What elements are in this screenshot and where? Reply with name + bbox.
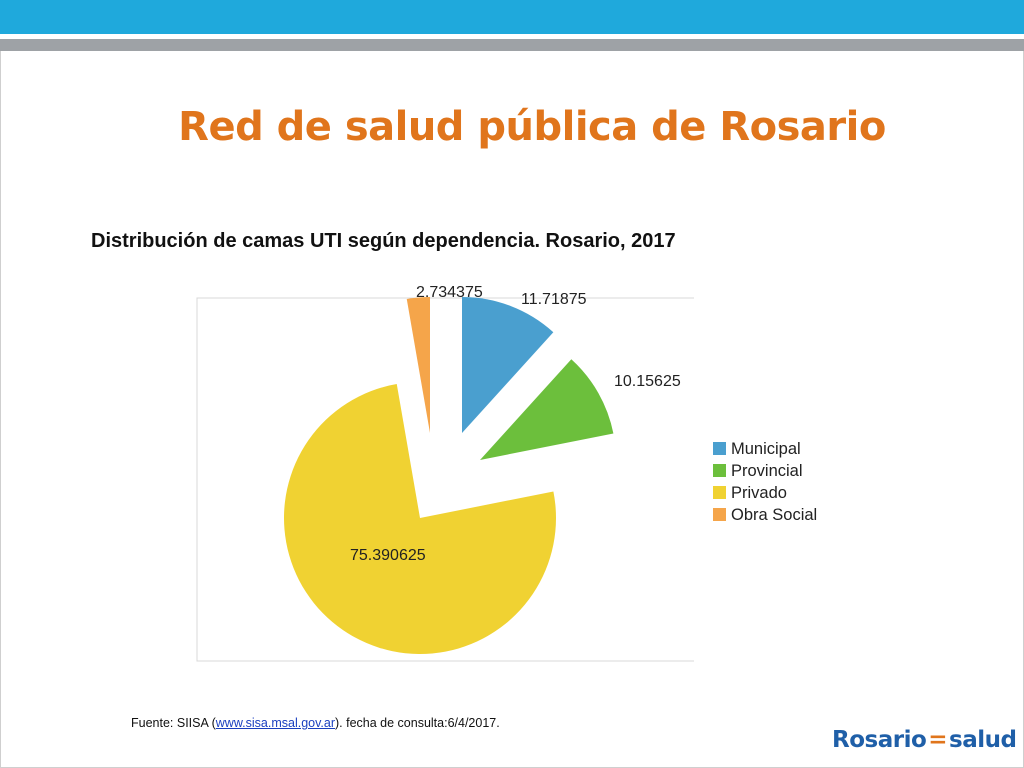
legend-swatch-privado [713,486,726,499]
header-band-separator [0,34,1024,39]
logo-left-text: Rosario [832,727,927,753]
slide-title: Red de salud pública de Rosario [178,104,886,150]
logo-right-text: salud [949,727,1017,753]
legend-label-privado: Privado [731,484,787,502]
source-note: Fuente: SIISA (www.sisa.msal.gov.ar). fe… [131,716,500,730]
pie-slice-privado [284,384,556,654]
source-link[interactable]: www.sisa.msal.gov.ar [215,716,336,730]
source-prefix: Fuente: SIISA ( [131,716,216,730]
logo-equals: = [928,727,948,753]
rosario-salud-logo: Rosario=salud [832,727,1017,753]
data-label-privado: 75.390625 [350,547,426,564]
data-label-provincial: 10.15625 [614,373,681,390]
legend-swatch-obra-social [713,508,726,521]
data-label-municipal: 11.71875 [521,291,587,308]
legend-swatch-municipal [713,442,726,455]
pie-slices [284,297,614,654]
legend-label-provincial: Provincial [731,462,803,480]
legend-swatch-provincial [713,464,726,477]
header-band-gray [0,39,1024,51]
chart-legend: Municipal Provincial Privado Obra Social [713,440,817,524]
chart-plot-mask [694,290,714,670]
header-band-blue [0,0,1024,34]
pie-slice-provincial [480,359,614,460]
pie-slice-obra-social [406,297,430,433]
legend-label-obra-social: Obra Social [731,506,817,524]
source-suffix: ). fecha de consulta:6/4/2017. [335,716,500,730]
pie-slice-municipal [462,297,554,433]
chart-title: Distribución de camas UTI según dependen… [91,230,676,252]
pie-data-labels: 11.71875 10.15625 75.390625 2.734375 [350,284,681,564]
legend-label-municipal: Municipal [731,440,801,458]
data-label-obra-social: 2.734375 [416,284,483,301]
